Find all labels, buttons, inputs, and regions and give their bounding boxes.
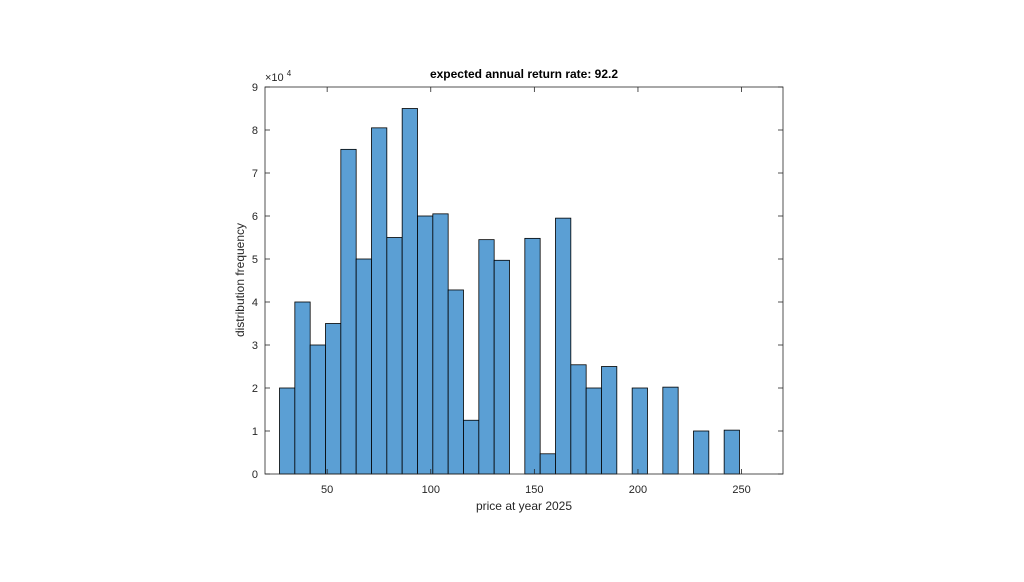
histogram-bar [555,217,572,475]
histogram-bar [631,387,648,475]
y-tick-label: 4 [252,297,258,309]
histogram-bar [417,215,434,475]
y-tick-label: 1 [252,426,258,438]
histogram-bar [662,386,679,475]
histogram-bar [723,429,740,475]
histogram-bar [447,289,464,475]
x-tick-label: 50 [321,484,333,496]
y-axis-exponent-power: 4 [287,69,292,78]
histogram-bar [478,239,495,475]
histogram-bar [524,237,541,475]
histogram-bar [539,453,556,475]
histogram-bar [601,366,618,475]
bars-group [279,108,740,475]
histogram-bar [309,344,326,475]
x-tick-label: 250 [732,484,750,496]
histogram-bar [693,430,710,475]
histogram-bar [371,127,388,475]
x-tick-label: 100 [422,484,440,496]
y-tick-label: 9 [252,82,258,94]
x-axis-title: price at year 2025 [476,499,572,513]
y-tick-label: 0 [252,469,258,481]
histogram-bar [585,387,602,475]
y-tick-label: 3 [252,340,258,352]
histogram-bar [294,301,311,475]
histogram-bar [493,259,510,475]
histogram-bar [325,323,342,475]
histogram-bar [386,237,403,475]
y-tick-label: 2 [252,383,258,395]
x-tick-label: 200 [629,484,647,496]
y-tick-label: 5 [252,254,258,266]
y-tick-label: 6 [252,211,258,223]
y-axis-exponent: ×10 4 [265,69,292,84]
histogram-bar [570,364,587,475]
y-axis-exponent-base: ×10 [265,72,284,84]
y-tick-label: 7 [252,168,258,180]
x-tick-label: 150 [525,484,543,496]
histogram-bar [355,258,372,475]
y-axis-title: distribution frequency [233,223,247,337]
histogram-bar [279,387,296,475]
axes-box [264,86,784,475]
histogram-bar [463,419,480,475]
histogram-bar [432,213,449,475]
chart-title: expected annual return rate: 92.2 [430,67,618,81]
axes-group: 50 100 150 200 250 0 1 2 3 4 5 6 7 8 9 [252,82,784,496]
y-tick-label: 8 [252,125,258,137]
histogram-bar [340,148,357,475]
histogram-bar [401,108,418,475]
